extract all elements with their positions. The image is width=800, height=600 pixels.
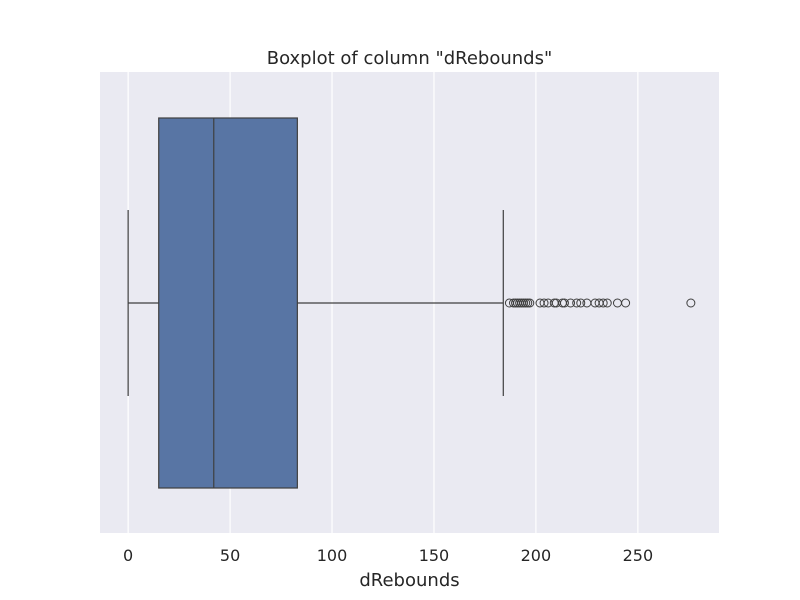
outliers xyxy=(504,298,696,308)
chart-title: Boxplot of column "dRebounds" xyxy=(267,48,553,69)
x-tick-label: 100 xyxy=(317,546,348,565)
outlier-point xyxy=(539,298,549,308)
x-axis-label: dRebounds xyxy=(359,570,459,591)
x-ticks: 0 50 100 150 200 250 xyxy=(123,546,653,565)
outlier-point xyxy=(621,298,631,308)
x-tick-label: 200 xyxy=(521,546,552,565)
outlier-point xyxy=(566,298,576,308)
x-tick-label: 150 xyxy=(419,546,450,565)
outlier-point xyxy=(559,298,569,308)
outlier-point xyxy=(576,298,586,308)
box-group xyxy=(127,117,504,489)
outlier-point xyxy=(525,298,535,308)
x-tick-label: 50 xyxy=(220,546,240,565)
outlier-point xyxy=(602,298,612,308)
outlier-point xyxy=(572,298,582,308)
x-tick-label: 250 xyxy=(623,546,654,565)
x-tick-label: 0 xyxy=(123,546,133,565)
outlier-point xyxy=(686,298,696,308)
outlier-point xyxy=(598,298,608,308)
iqr-box xyxy=(158,117,298,489)
